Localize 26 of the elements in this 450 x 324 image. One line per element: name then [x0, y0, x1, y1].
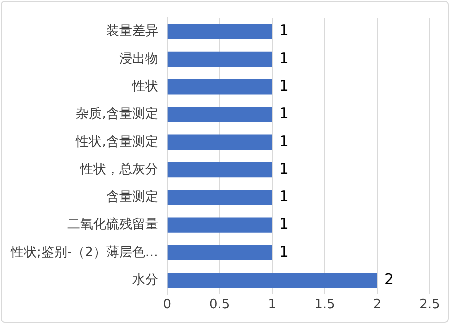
y-tick-label: 水分: [132, 272, 158, 288]
y-tick-label: 性状;鉴别-（2）薄层色…: [10, 245, 158, 260]
data-label: 1: [279, 22, 289, 40]
x-tick-label: 1.5: [314, 298, 336, 313]
data-label: 1: [279, 49, 289, 68]
y-tick-label: 性状,含量测定: [75, 134, 158, 150]
data-label: 1: [279, 215, 289, 234]
y-tick-label: 含量测定: [106, 190, 158, 206]
y-tick-label: 浸出物: [119, 52, 158, 67]
y-tick-label: 杂质,含量测定: [76, 107, 158, 122]
data-label: 1: [279, 104, 289, 123]
y-tick-label: 性状，总灰分: [79, 162, 158, 178]
data-label: 1: [279, 160, 289, 178]
x-tick-label: 0.5: [210, 298, 230, 313]
data-label: 1: [279, 242, 289, 261]
data-label: 2: [384, 270, 394, 288]
x-tick-label: 0: [163, 298, 172, 313]
data-label: 1: [279, 76, 289, 95]
y-tick-label: 装量差异: [106, 24, 158, 40]
x-tick-label: 2: [373, 298, 382, 313]
x-tick-label: 1: [268, 298, 277, 313]
x-tick-label: 2.5: [420, 298, 440, 313]
data-label: 1: [279, 188, 289, 206]
y-tick-label: 性状: [131, 79, 158, 94]
y-tick-label: 二氧化硫残留量: [67, 218, 158, 233]
data-label: 1: [279, 132, 289, 150]
